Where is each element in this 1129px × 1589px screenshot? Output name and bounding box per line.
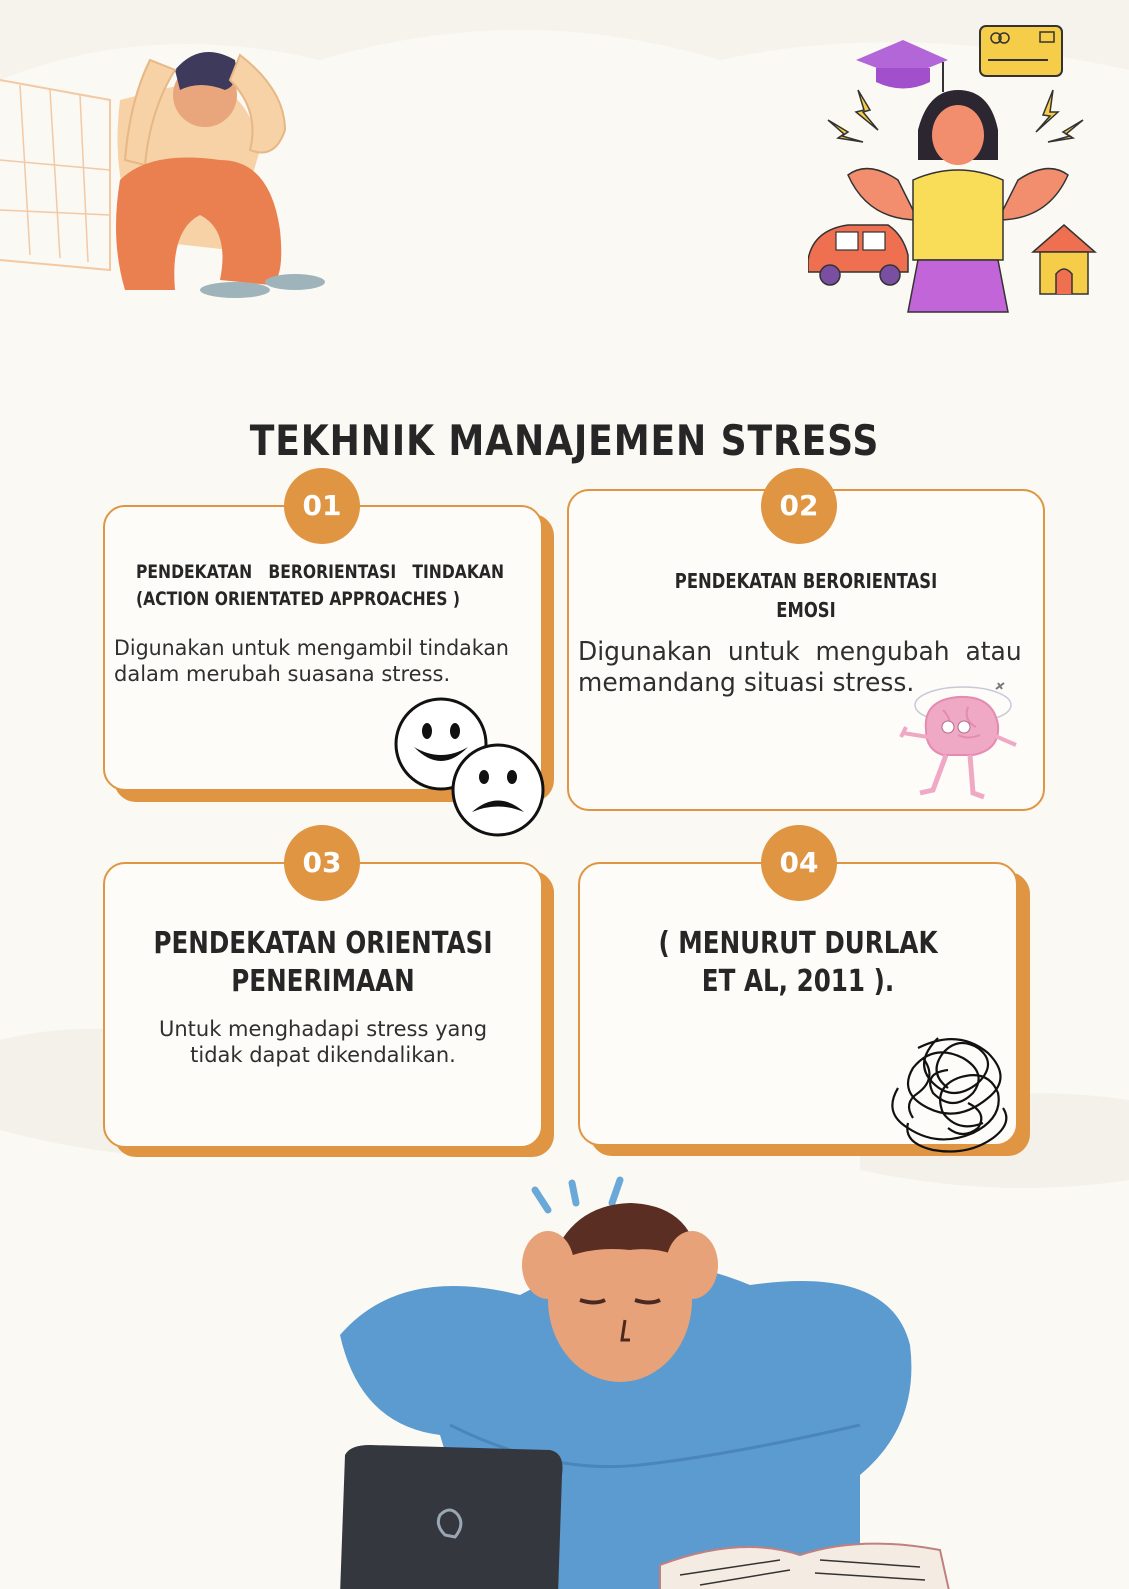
card-4-heading-line1: ( MENURUT DURLAK [658,926,938,961]
card-3-heading-line1: PENDEKATAN ORIENTASI [153,926,493,961]
card-3-body-line2: tidak dapat dikendalikan. [190,1043,456,1067]
smiley-sad-faces-icon [394,697,545,837]
card-2-number: 02 [761,468,837,544]
card-2-body-line1: Digunakan untuk mengubah atau [578,637,1022,667]
card-2-heading-line1: PENDEKATAN BERORIENTASI [674,569,938,593]
stressed-student-laptop-icon [340,1176,950,1589]
card-1-body-line2: dalam merubah suasana stress. [114,662,451,686]
card-3-heading-line2: PENERIMAAN [231,964,415,999]
card-4-heading-line2: ET AL, 2011 ). [701,964,895,999]
card-2-heading-line2: EMOSI [776,598,836,622]
card-4-number: 04 [761,825,837,901]
card-3-body-line1: Untuk menghadapi stress yang [158,1017,488,1041]
card-1-number: 01 [284,468,360,544]
card-3-number: 03 [284,825,360,901]
page-title: TEKHNIK MANAJEMEN STRESS [249,416,880,466]
stressed-sitting-man-icon [0,52,325,298]
tangled-scribble-icon [891,1037,1008,1153]
stressed-woman-icon [808,25,1098,313]
card-4 [578,862,1018,1146]
dizzy-brain-icon [899,682,1017,800]
card-1-heading-line2: (ACTION ORIENTATED APPROACHES ) [136,588,461,610]
card-2-body-line2: memandang situasi stress. [578,668,915,698]
card-3 [103,862,543,1148]
card-1-heading-line1: PENDEKATAN BERORIENTASI TINDAKAN [136,561,505,583]
card-1-body-line1: Digunakan untuk mengambil tindakan [114,636,509,660]
